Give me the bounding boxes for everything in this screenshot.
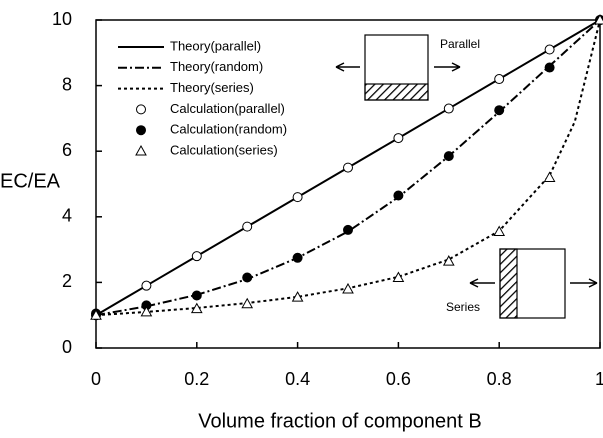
marker	[392, 271, 405, 282]
x-tick-label: 0.8	[487, 369, 512, 389]
x-tick-label: 0.6	[386, 369, 411, 389]
marker	[141, 280, 152, 291]
marker	[494, 105, 505, 116]
x-tick-label: 0.4	[285, 369, 310, 389]
marker	[343, 224, 353, 235]
y-tick-label: 0	[62, 337, 72, 357]
marker	[393, 133, 404, 144]
marker	[494, 74, 505, 85]
legend-marker	[136, 125, 146, 136]
y-tick-label: 4	[62, 206, 72, 226]
line	[95, 19, 601, 317]
marker	[543, 171, 556, 182]
legend-label: Calculation(parallel)	[170, 101, 285, 116]
inset-label: Series	[446, 300, 480, 314]
marker	[544, 62, 555, 73]
marker	[544, 44, 555, 55]
marker	[291, 291, 304, 302]
series-inset: Series	[446, 248, 598, 319]
marker	[443, 151, 454, 162]
parallel-inset: Parallel	[335, 34, 480, 101]
marker	[343, 162, 353, 173]
marker	[90, 309, 102, 320]
marker	[241, 297, 254, 309]
marker	[442, 255, 455, 266]
legend-marker	[136, 104, 146, 115]
legend-label: Calculation(random)	[170, 122, 287, 137]
marker	[493, 225, 506, 237]
legend-marker	[135, 144, 147, 156]
marker	[242, 221, 253, 232]
y-axis-label: EC/EA	[0, 170, 61, 192]
marker	[242, 272, 253, 283]
marker	[191, 251, 202, 262]
inset-label: Parallel	[440, 37, 480, 51]
y-tick-label: 10	[52, 9, 72, 29]
plot-frame	[95, 19, 601, 349]
x-tick-label: 1	[595, 369, 603, 389]
y-tick-label: 2	[62, 271, 72, 291]
legend-label: Theory(parallel)	[170, 38, 261, 53]
legend-label: Calculation(series)	[170, 142, 278, 157]
marker	[443, 103, 454, 114]
y-tick-label: 8	[62, 74, 72, 94]
x-tick-label: 0.2	[184, 369, 209, 389]
marker	[140, 305, 153, 317]
marker	[342, 282, 354, 294]
marker	[292, 192, 303, 203]
legend-label: Theory(series)	[170, 80, 254, 95]
marker	[393, 190, 404, 201]
legend-label: Theory(random)	[170, 59, 263, 74]
marker	[292, 252, 303, 263]
marker	[190, 302, 203, 314]
x-tick-label: 0	[91, 369, 101, 389]
x-axis-label: Volume fraction of component B	[198, 410, 482, 432]
marker	[191, 290, 202, 301]
y-tick-label: 6	[62, 140, 72, 160]
